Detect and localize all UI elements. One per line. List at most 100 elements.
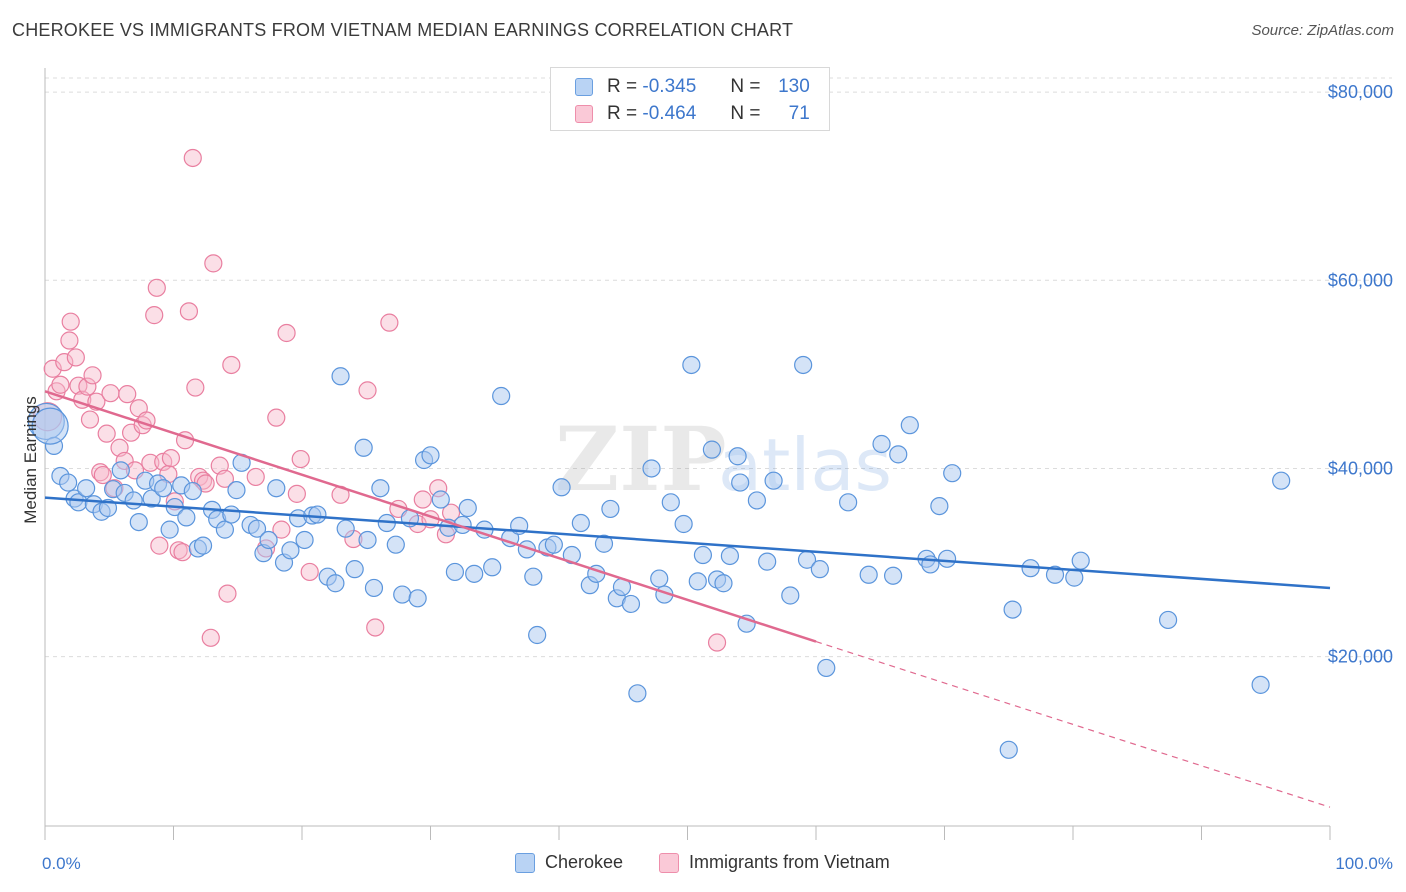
data-point-cherokee [552, 478, 571, 497]
data-point-cherokee [571, 513, 590, 533]
y-tick-label: $60,000 [1328, 270, 1393, 290]
data-point-cherokee [714, 574, 733, 593]
data-point-cherokee [281, 541, 300, 560]
data-point-vietnam [267, 408, 286, 427]
data-point-cherokee [781, 586, 800, 605]
n-label: N = [730, 103, 761, 124]
y-tick-label: $40,000 [1328, 458, 1393, 478]
data-point-vietnam [215, 469, 234, 488]
data-point-cherokee [682, 355, 701, 375]
data-point-cherokee [492, 386, 511, 406]
data-point-cherokee [621, 594, 641, 614]
data-point-cherokee [129, 512, 148, 532]
r-value: -0.345 [642, 76, 697, 97]
data-point-cherokee [601, 499, 620, 519]
n-label: N = [730, 76, 761, 97]
watermark-zip: ZIP [555, 407, 727, 511]
legend-row-vietnam: R = -0.464 N = 71 [575, 101, 810, 127]
data-point-vietnam [101, 384, 120, 403]
data-point-vietnam [358, 381, 377, 400]
data-point-vietnam [380, 313, 399, 332]
data-point-cherokee [1272, 471, 1291, 490]
data-point-cherokee [247, 519, 267, 538]
data-point-cherokee [900, 416, 919, 435]
data-point-cherokee [1251, 675, 1270, 694]
data-point-vietnam [55, 353, 74, 372]
data-point-vietnam [300, 562, 319, 582]
data-point-cherokee [1071, 551, 1090, 570]
data-point-cherokee [183, 481, 202, 501]
data-point-cherokee [142, 489, 161, 508]
data-point-vietnam [291, 449, 310, 469]
series-vietnam-points [32, 148, 727, 652]
data-point-cherokee [215, 520, 234, 539]
y-tick-label: $80,000 [1328, 82, 1393, 102]
trend-line-vietnam-extension [815, 641, 1331, 808]
stats-legend: R = -0.345 N = 130 R = -0.464 N = 71 [550, 67, 830, 131]
trend-lines [44, 390, 1331, 808]
data-point-vietnam [272, 520, 291, 539]
data-point-cherokee [386, 535, 405, 554]
data-point-vietnam [61, 312, 80, 331]
data-point-vietnam [246, 467, 265, 487]
data-point-cherokee [544, 535, 563, 554]
data-point-vietnam [287, 484, 306, 503]
data-point-vietnam [201, 628, 220, 647]
data-point-cherokee [308, 505, 327, 524]
data-point-cherokee [674, 514, 693, 534]
data-point-vietnam [60, 331, 79, 350]
n-value: 71 [788, 103, 810, 124]
data-point-cherokee [1065, 568, 1084, 587]
data-point-cherokee [431, 490, 450, 509]
chart-title: CHEROKEE VS IMMIGRANTS FROM VIETNAM MEDI… [12, 20, 794, 40]
series-cherokee-points [27, 355, 1291, 759]
data-point-cherokee [59, 473, 78, 492]
data-point-cherokee [661, 493, 680, 512]
data-point-vietnam [97, 424, 116, 443]
data-point-cherokee [345, 560, 364, 579]
r-label: R = [607, 103, 638, 124]
legend-row-cherokee: R = -0.345 N = 130 [575, 74, 810, 100]
data-point-cherokee [445, 562, 465, 582]
r-label: R = [607, 76, 638, 97]
data-point-cherokee [331, 367, 350, 386]
data-point-cherokee [728, 447, 747, 466]
data-point-vietnam [277, 323, 296, 343]
source-label: Source: ZipAtlas.com [1251, 22, 1394, 39]
data-point-cherokee [764, 471, 783, 490]
data-point-cherokee [930, 497, 949, 516]
data-point-cherokee [1003, 600, 1022, 619]
data-point-cherokee [259, 530, 278, 550]
data-point-vietnam [147, 278, 166, 297]
trend-line-vietnam [44, 390, 817, 643]
data-point-cherokee [859, 565, 878, 584]
data-point-vietnam [43, 359, 62, 378]
data-point-cherokee [98, 498, 118, 518]
data-point-cherokee [839, 493, 858, 512]
data-point-cherokee [222, 505, 241, 524]
data-point-vietnam [93, 465, 112, 485]
x-tick-label: 0.0% [42, 854, 81, 873]
data-point-cherokee [794, 355, 813, 375]
data-point-cherokee [650, 569, 669, 588]
data-point-vietnam [141, 453, 160, 472]
data-point-cherokee [883, 566, 903, 585]
legend-label-cherokee: Cherokee [545, 852, 624, 872]
legend-item-vietnam[interactable]: Immigrants from Vietnam [659, 852, 890, 873]
y-axis-label: Median Earnings [21, 396, 40, 524]
data-point-cherokee [160, 520, 179, 539]
x-tick-label: 100.0% [1335, 854, 1393, 873]
data-point-vietnam [91, 463, 110, 482]
data-point-cherokee [758, 552, 777, 571]
vietnam-swatch [659, 852, 680, 873]
trend-line-cherokee [44, 496, 1331, 590]
legend-item-cherokee[interactable]: Cherokee [515, 852, 623, 873]
data-point-cherokee [1158, 610, 1178, 630]
data-point-vietnam [51, 375, 70, 394]
data-point-vietnam [66, 348, 85, 367]
data-point-cherokee [720, 546, 740, 566]
data-point-cherokee [371, 479, 390, 498]
data-point-cherokee [458, 498, 477, 518]
data-point-cherokee [421, 446, 440, 465]
data-point-cherokee [731, 473, 750, 492]
